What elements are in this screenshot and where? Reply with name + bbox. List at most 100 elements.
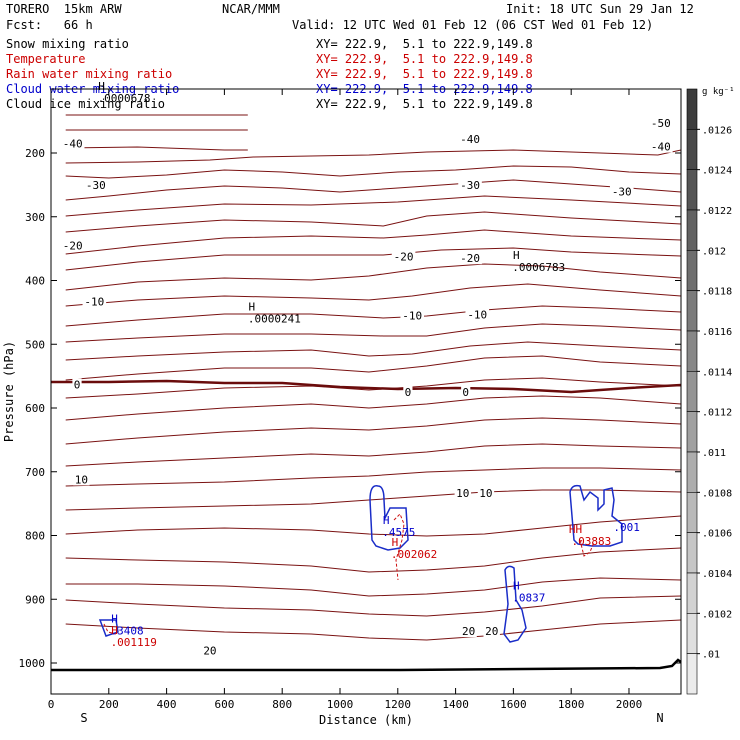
temperature-contour-label: -20 xyxy=(63,239,83,252)
x-axis-label: Distance (km) xyxy=(319,713,413,727)
isotherm-line xyxy=(65,341,682,361)
contour-labels: -50 -40 -40 -40 -30 -30 -30 -20 -20 -20 -10 -10 -10 0… xyxy=(60,117,673,657)
colorbar-segment xyxy=(686,250,698,291)
cloud-water-contour xyxy=(98,619,119,637)
x-end-label-south: S xyxy=(80,711,87,725)
colorbar-segment xyxy=(686,572,698,614)
colorbar-label: .0114 xyxy=(702,367,732,378)
field-xy-temperature: XY= 222.9, 5.1 to 222.9,149.8 xyxy=(316,52,533,66)
temperature-contour-label: -40 xyxy=(651,141,671,154)
isotherm-line xyxy=(65,417,682,445)
extremum-value: .0000678 xyxy=(98,92,151,105)
contour-label-bg xyxy=(648,140,673,153)
colorbar-segment xyxy=(686,330,698,372)
temperature-contour-label: 10 xyxy=(456,487,469,500)
terrain-line xyxy=(51,658,682,672)
cloud-water-contour xyxy=(503,565,527,643)
colorbar-segment xyxy=(686,88,698,130)
colorbar-label: .0108 xyxy=(702,488,732,499)
isotherm-line xyxy=(65,179,682,201)
cloud-water-contour xyxy=(369,485,409,551)
field-xy-snow: XY= 222.9, 5.1 to 222.9,149.8 xyxy=(316,37,533,51)
colorbar-label: .0112 xyxy=(702,408,732,419)
isotherm-line xyxy=(65,305,682,327)
rain-water-contour xyxy=(393,513,405,581)
colorbar-segment xyxy=(686,290,698,332)
colorbar-segment xyxy=(686,371,698,412)
isotherm-line xyxy=(65,149,682,164)
field-xy-cloud-ice: XY= 222.9, 5.1 to 222.9,149.8 xyxy=(316,97,533,111)
contour-label-bg xyxy=(454,486,472,499)
y-tick-label: 900 xyxy=(25,593,45,606)
extremum-mark: H xyxy=(111,624,118,637)
terrain-surface xyxy=(51,658,682,672)
isotherm-zero xyxy=(51,379,682,394)
contour-label-bg xyxy=(201,644,219,657)
isotherm-line xyxy=(65,146,248,151)
colorbar-segment xyxy=(686,492,698,533)
x-tick-label: 1200 xyxy=(385,698,412,711)
x-tick-label: 2000 xyxy=(616,698,643,711)
extremum-mark: H xyxy=(392,536,399,549)
temperature-contour-label: 0 xyxy=(405,386,412,399)
temperature-contour-label: 20 xyxy=(203,644,216,657)
extrema-markers: H.0000678H.0000241H.0006783H.4575H.00206… xyxy=(98,80,640,649)
y-tick-label: 200 xyxy=(25,147,45,160)
cloud-water-contour xyxy=(569,484,623,547)
isotherm-line xyxy=(65,229,682,255)
contour-label-bg xyxy=(73,473,90,486)
x-tick-label: 200 xyxy=(99,698,119,711)
extremum-value: .3408 xyxy=(111,624,144,637)
x-tick-label: 1600 xyxy=(500,698,527,711)
colorbar: .0126 .0124 .0122 .012 .0118 .0116 .0114 .0112.… xyxy=(686,87,735,695)
temperature-contours xyxy=(51,114,682,641)
contour-label-bg xyxy=(483,625,500,638)
plot-frame xyxy=(50,88,682,695)
contour-label-bg xyxy=(60,137,85,150)
extremum-value: .0837 xyxy=(512,591,545,604)
temperature-contour-label: -20 xyxy=(460,252,480,265)
contour-label-bg xyxy=(458,178,482,191)
y-tick-label: 700 xyxy=(25,466,45,479)
extremum-mark: H xyxy=(111,612,118,625)
forecast-hour: Fcst: 66 h xyxy=(6,18,93,32)
contour-label-bg xyxy=(648,117,673,130)
colorbar-label: .0116 xyxy=(702,327,732,338)
isotherm-line xyxy=(65,211,682,233)
temperature-contour-label: 0 xyxy=(74,378,81,391)
isotherm-line xyxy=(65,195,682,217)
extremum-value: .4575 xyxy=(382,526,415,539)
isotherm-line xyxy=(65,467,682,487)
extremum-mark: H xyxy=(383,514,390,527)
contour-label-bg xyxy=(83,178,108,191)
isotherm-line xyxy=(65,263,682,291)
colorbar-label: .0102 xyxy=(702,609,732,620)
x-tick-label: 0 xyxy=(48,698,55,711)
colorbar-label: .0122 xyxy=(702,206,732,217)
temperature-contour-label: -10 xyxy=(402,310,422,323)
x-tick-label: 1000 xyxy=(327,698,354,711)
colorbar-label: .0124 xyxy=(702,166,732,177)
isotherm-line xyxy=(65,355,682,381)
contour-label-bg xyxy=(609,185,634,198)
field-name-temperature: Temperature xyxy=(6,52,86,66)
temperature-contour-label: 10 xyxy=(479,487,492,500)
init-time: Init: 18 UTC Sun 29 Jan 12 xyxy=(506,2,694,16)
model-title: TORERO 15km ARW xyxy=(6,2,122,16)
contour-label-bg xyxy=(465,308,490,321)
colorbar-segment xyxy=(686,129,698,170)
contour-label-bg xyxy=(461,386,471,399)
extremum-value: .03883 xyxy=(572,535,612,548)
field-name-rain: Rain water mixing ratio xyxy=(6,67,173,81)
x-tick-label: 800 xyxy=(272,698,292,711)
temperature-contour-label: -40 xyxy=(460,133,480,146)
temperature-contour-label: 20 xyxy=(485,625,498,638)
contour-label-bg xyxy=(458,132,482,145)
contour-label-bg xyxy=(460,625,477,638)
colorbar-segment xyxy=(686,451,698,493)
colorbar-segment xyxy=(686,169,698,211)
y-tick-label: 1000 xyxy=(19,657,46,670)
extremum-mark: H xyxy=(98,80,105,93)
